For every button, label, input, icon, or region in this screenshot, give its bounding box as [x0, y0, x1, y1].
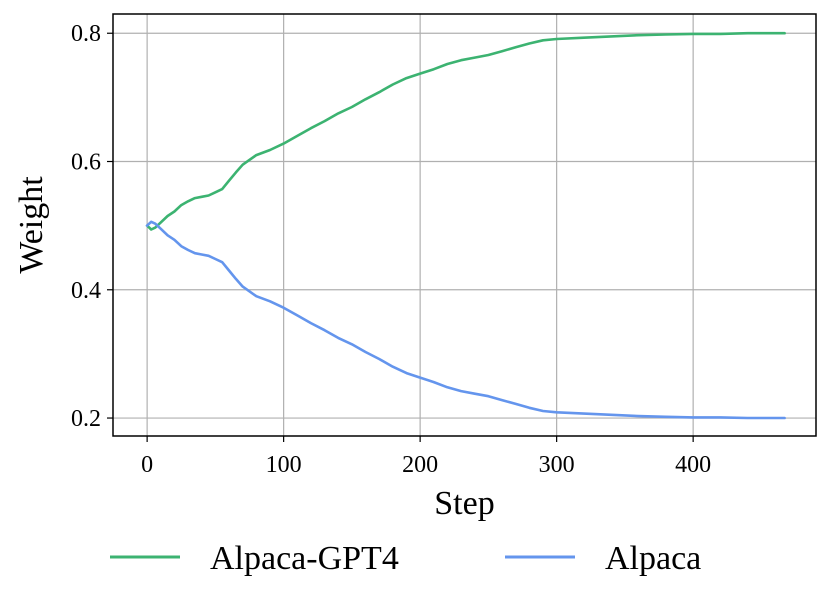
tick-labels: 0 100 200 300 400 0.2 0.4 0.6 0.8: [71, 21, 711, 478]
x-tick-label: 200: [402, 452, 438, 478]
y-axis-label: Weight: [13, 176, 50, 274]
x-tick-label: 400: [675, 452, 711, 478]
y-tick-label: 0.4: [71, 278, 101, 304]
x-tick-label: 0: [141, 452, 153, 478]
series-line-alpaca: [145, 220, 786, 420]
legend: Alpaca-GPT4 Alpaca: [110, 540, 701, 577]
series-line-alpaca-gpt4: [145, 31, 786, 231]
axis-ticks: [107, 32, 694, 442]
plot-area-frame: [112, 13, 817, 437]
series-lines: [145, 31, 786, 420]
legend-label-alpaca-gpt4: Alpaca-GPT4: [210, 540, 399, 577]
x-tick-label: 100: [266, 452, 302, 478]
legend-label-alpaca: Alpaca: [605, 540, 701, 577]
x-axis-label: Step: [434, 485, 494, 522]
y-tick-label: 0.8: [71, 21, 101, 47]
x-tick-label: 300: [539, 452, 575, 478]
y-tick-label: 0.6: [71, 150, 101, 176]
grid-lines: [113, 14, 816, 436]
y-tick-label: 0.2: [71, 406, 101, 432]
